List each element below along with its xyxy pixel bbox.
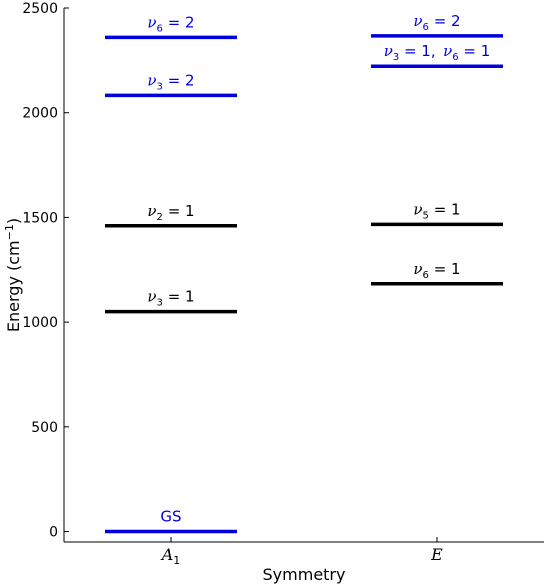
y-tick-label: 2500 (22, 1, 58, 17)
energy-level-label: ν5 = 1 (413, 200, 460, 221)
y-axis-title-unit-exponent: −1 (3, 224, 16, 240)
energy-levels: ν6 = 2 ν3 = 2 ν2 = 1 ν3 = 1 GS ν6 = 2 ν3 = 1, … (105, 12, 503, 534)
y-tick-label: 2000 (22, 106, 58, 122)
energy-level-label: ν3 = 1 (147, 288, 194, 309)
y-tick-label: 500 (31, 420, 58, 436)
y-tick-label: 0 (49, 525, 58, 541)
y-axis-title-main: Energy (cm (4, 240, 23, 332)
y-ticks: 0 500 1000 1500 2000 2500 (22, 1, 69, 541)
energy-level-label: ν6 = 2 (147, 13, 194, 34)
energy-level-label: ν6 = 2 (413, 12, 460, 33)
x-tick-label-E: E (430, 545, 443, 564)
energy-level-label: ν6 = 1 (413, 260, 460, 281)
energy-level-label: ν2 = 1 (147, 202, 194, 223)
y-tick-label: 1500 (22, 210, 58, 226)
energy-level-label: GS (160, 508, 181, 526)
y-axis-title: Energy (cm−1) (3, 218, 24, 332)
x-axis-title: Symmetry (263, 565, 346, 584)
y-axis-title-close: ) (4, 218, 23, 224)
plot-area: 0 500 1000 1500 2000 2500 A1 E ν6 = 2 ν3 = 2 ν2 … (22, 1, 544, 567)
energy-level-label: ν3 = 2 (147, 71, 194, 92)
energy-level-label: ν3 = 1, ν6 = 1 (384, 42, 491, 63)
x-tick-label-A: A1 (160, 545, 181, 567)
y-tick-label: 1000 (22, 315, 58, 331)
